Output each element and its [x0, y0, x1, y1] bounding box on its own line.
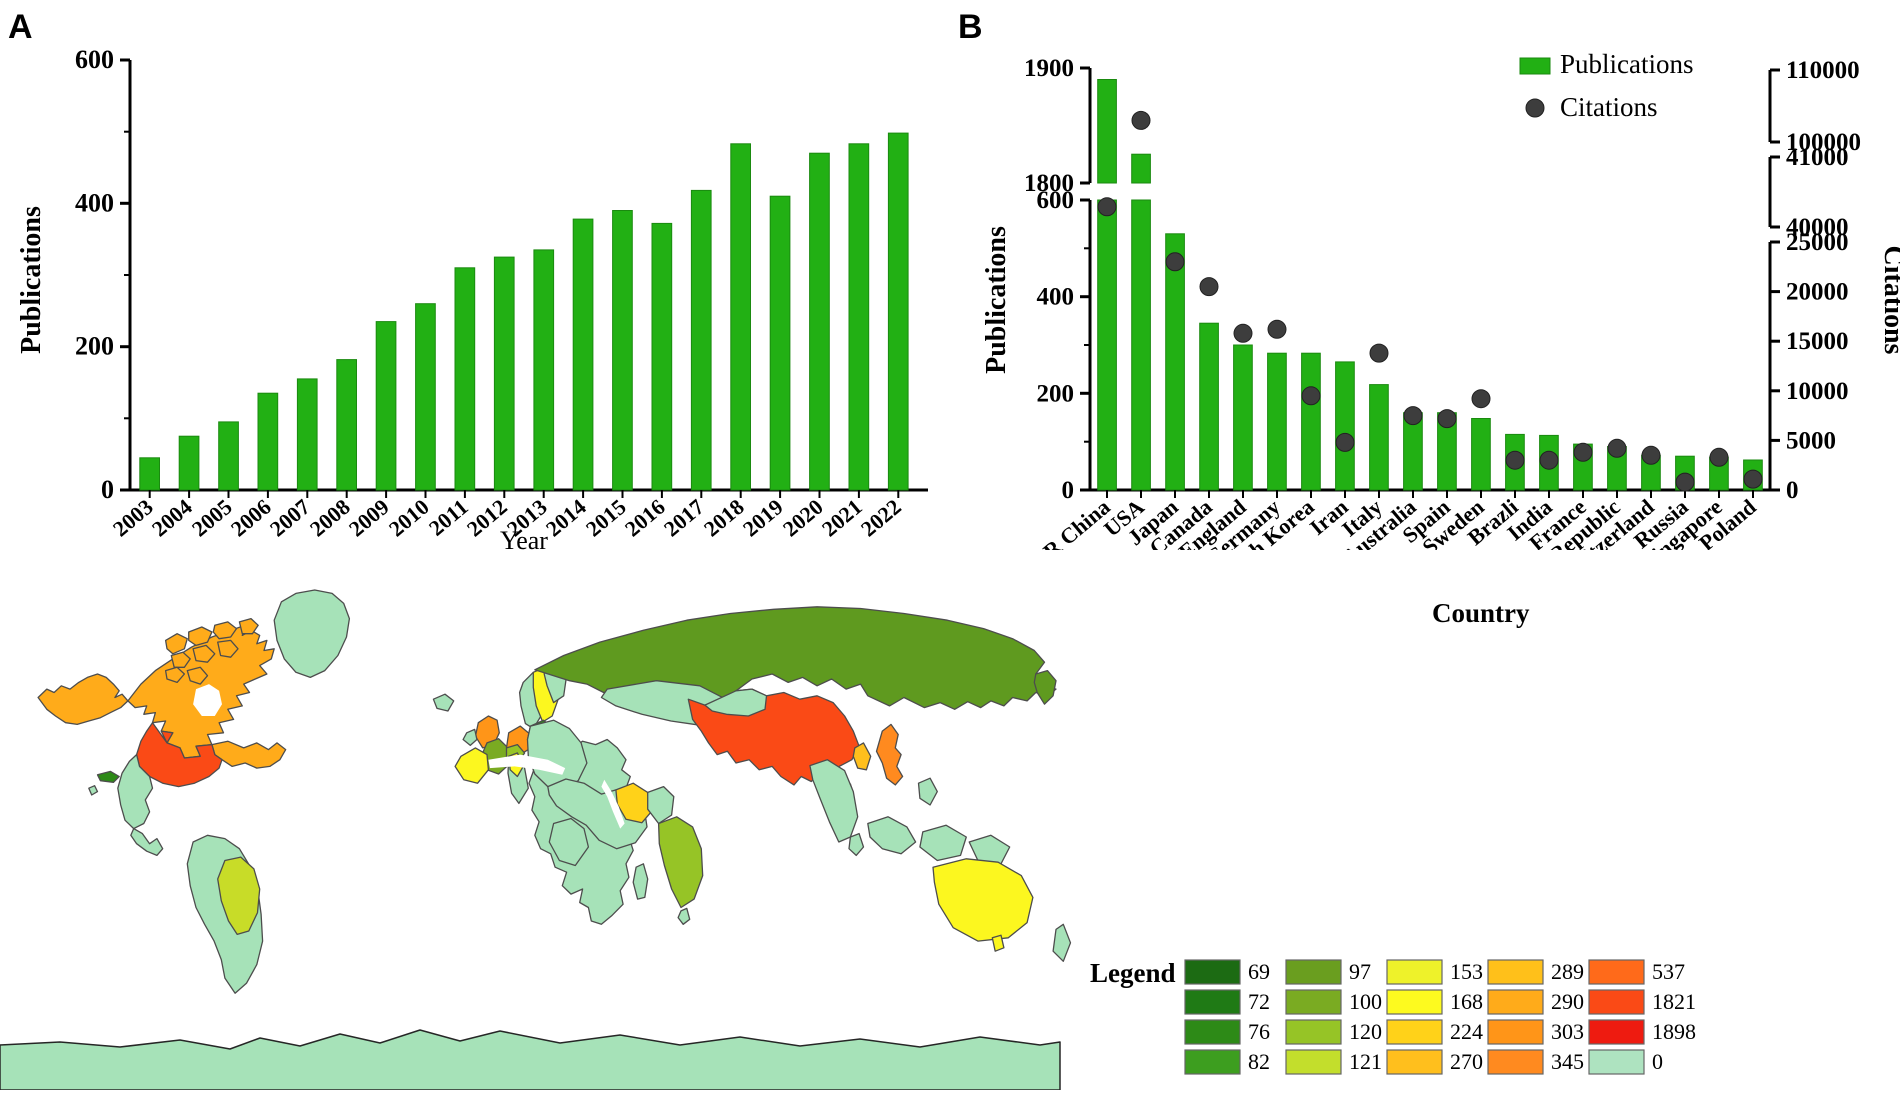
svg-text:400: 400 [1037, 284, 1075, 311]
svg-text:345: 345 [1551, 1049, 1584, 1074]
svg-text:0: 0 [1652, 1049, 1663, 1074]
svg-text:Publications: Publications [16, 206, 47, 354]
svg-text:1900: 1900 [1024, 55, 1074, 82]
svg-text:290: 290 [1551, 989, 1584, 1014]
svg-text:537: 537 [1652, 959, 1685, 984]
svg-text:0: 0 [1786, 477, 1799, 504]
svg-text:110000: 110000 [1786, 57, 1860, 84]
svg-text:Citations: Citations [1560, 92, 1658, 122]
svg-text:0: 0 [101, 475, 114, 504]
svg-text:69: 69 [1248, 959, 1270, 984]
svg-text:40000: 40000 [1786, 214, 1849, 241]
svg-text:Legend: Legend [1090, 958, 1176, 988]
svg-text:Publications: Publications [981, 226, 1012, 374]
svg-text:289: 289 [1551, 959, 1584, 984]
svg-text:10000: 10000 [1786, 378, 1849, 405]
svg-text:224: 224 [1450, 1019, 1483, 1044]
svg-text:168: 168 [1450, 989, 1483, 1014]
svg-text:97: 97 [1349, 959, 1371, 984]
svg-text:1821: 1821 [1652, 989, 1696, 1014]
svg-text:153: 153 [1450, 959, 1483, 984]
svg-text:Publications: Publications [1560, 49, 1694, 79]
svg-text:121: 121 [1349, 1049, 1382, 1074]
svg-text:0: 0 [1062, 477, 1075, 504]
svg-text:400: 400 [75, 188, 114, 217]
svg-text:100000: 100000 [1786, 129, 1861, 156]
svg-text:5000: 5000 [1786, 427, 1836, 454]
svg-text:120: 120 [1349, 1019, 1382, 1044]
svg-text:200: 200 [75, 332, 114, 361]
svg-text:76: 76 [1248, 1019, 1270, 1044]
svg-text:Citations: Citations [1878, 246, 1900, 355]
svg-text:100: 100 [1349, 989, 1382, 1014]
svg-text:303: 303 [1551, 1019, 1584, 1044]
svg-text:15000: 15000 [1786, 328, 1849, 355]
svg-text:1898: 1898 [1652, 1019, 1696, 1044]
svg-text:600: 600 [75, 45, 114, 74]
svg-text:200: 200 [1037, 380, 1075, 407]
svg-text:82: 82 [1248, 1049, 1270, 1074]
svg-text:270: 270 [1450, 1049, 1483, 1074]
svg-text:1800: 1800 [1024, 170, 1074, 197]
svg-text:20000: 20000 [1786, 279, 1849, 306]
svg-text:72: 72 [1248, 989, 1270, 1014]
